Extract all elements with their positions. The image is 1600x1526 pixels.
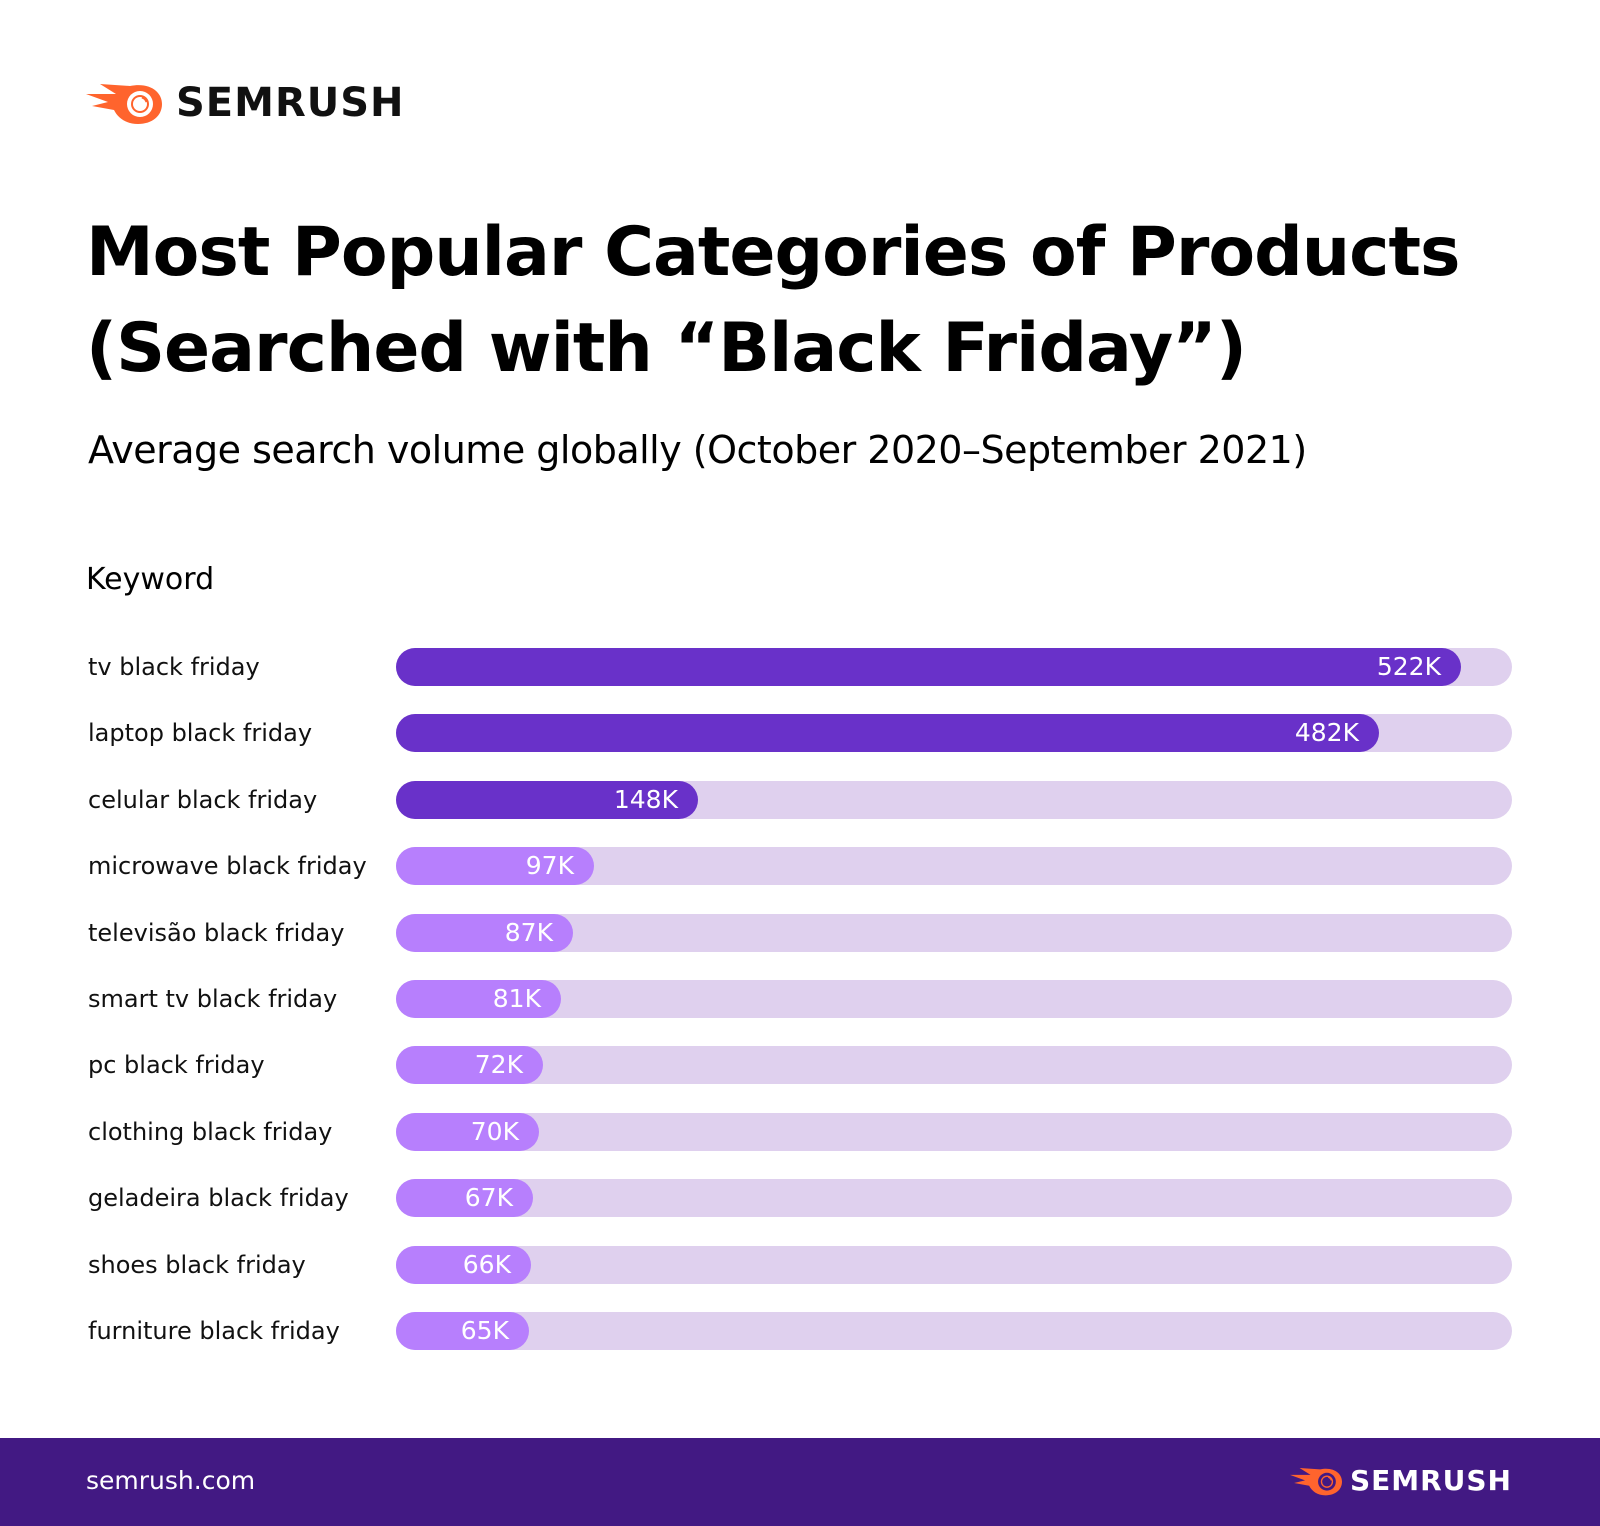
bar: 67K <box>396 1179 533 1217</box>
category-label: clothing black friday <box>88 1118 333 1146</box>
bar-track: 66K <box>396 1246 1512 1284</box>
bar-track: 81K <box>396 980 1512 1018</box>
bar: 482K <box>396 714 1379 752</box>
bar-track: 72K <box>396 1046 1512 1084</box>
bar-track: 97K <box>396 847 1512 885</box>
category-label: tv black friday <box>88 653 260 681</box>
data-label: 65K <box>460 1316 509 1345</box>
bar-track: 148K <box>396 781 1512 819</box>
category-label: laptop black friday <box>88 719 313 747</box>
category-label: celular black friday <box>88 786 318 814</box>
semrush-fireball-icon <box>86 84 162 124</box>
bar: 81K <box>396 980 561 1018</box>
category-label: microwave black friday <box>88 852 367 880</box>
data-label: 148K <box>613 785 678 814</box>
category-label: geladeira black friday <box>88 1184 349 1212</box>
data-label: 522K <box>1376 652 1441 681</box>
data-label: 72K <box>474 1050 523 1079</box>
chart-title: Most Popular Categories of Products (Sea… <box>86 213 1460 388</box>
bar: 65K <box>396 1312 529 1350</box>
bar: 66K <box>396 1246 531 1284</box>
keyword-column-header: Keyword <box>86 562 215 597</box>
bar: 522K <box>396 648 1461 686</box>
chart-subtitle: Average search volume globally (October … <box>88 428 1307 472</box>
footer: semrush.com SEMRUSH <box>0 1438 1600 1526</box>
bar: 148K <box>396 781 698 819</box>
bar-track: 65K <box>396 1312 1512 1350</box>
bar: 97K <box>396 847 594 885</box>
category-label: smart tv black friday <box>88 985 338 1013</box>
bar-track: 67K <box>396 1179 1512 1217</box>
semrush-logo: SEMRUSH <box>86 80 405 126</box>
category-label: furniture black friday <box>88 1317 340 1345</box>
category-label: pc black friday <box>88 1051 265 1079</box>
semrush-logo-footer: SEMRUSH <box>1289 1464 1512 1497</box>
bar: 87K <box>396 914 573 952</box>
bar-track: 522K <box>396 648 1512 686</box>
bar: 70K <box>396 1113 539 1151</box>
data-label: 81K <box>492 984 541 1013</box>
data-label: 66K <box>462 1250 511 1279</box>
category-label: televisão black friday <box>88 919 345 947</box>
data-label: 70K <box>470 1117 519 1146</box>
site-link[interactable]: semrush.com <box>86 1466 256 1495</box>
semrush-fireball-icon <box>1289 1467 1342 1495</box>
data-label: 67K <box>464 1183 513 1212</box>
category-label: shoes black friday <box>88 1251 306 1279</box>
data-label: 482K <box>1294 718 1359 747</box>
brand-name-footer: SEMRUSH <box>1349 1464 1512 1497</box>
data-label: 87K <box>504 918 553 947</box>
bar-track: 70K <box>396 1113 1512 1151</box>
bar: 72K <box>396 1046 543 1084</box>
brand-name: SEMRUSH <box>176 80 405 126</box>
bar-track: 482K <box>396 714 1512 752</box>
data-label: 97K <box>525 851 574 880</box>
bar-track: 87K <box>396 914 1512 952</box>
